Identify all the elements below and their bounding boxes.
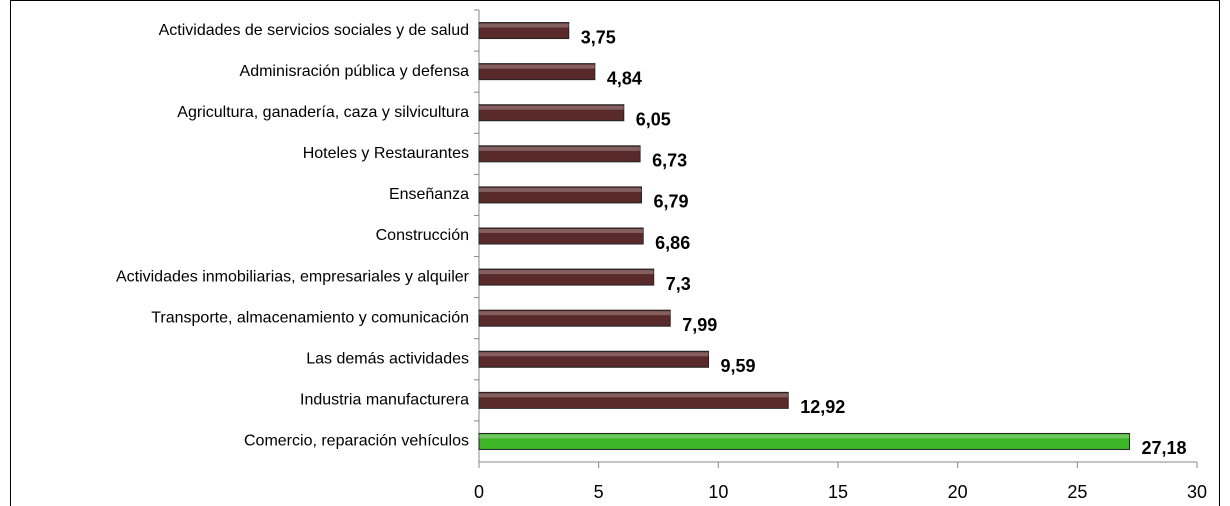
y-tick-label: Actividades de servicios sociales y de s… [159,22,469,39]
bar-highlight [479,229,644,233]
value-label: 4,84 [607,68,642,88]
value-label: 9,59 [721,356,756,376]
x-tick-label: 0 [474,482,484,502]
y-tick-label: Actividades inmobiliarias, empresariales… [116,268,470,285]
bar [478,104,625,122]
bar-highlight [479,146,641,151]
y-tick-label: Transporte, almacenamiento y comunicació… [151,309,469,326]
y-tick-label: Hoteles y Restaurantes [303,145,469,162]
bar-highlight [479,434,1130,439]
x-tick-label: 5 [594,482,604,502]
bar-highlight [479,270,654,275]
y-tick-label: Adminisración pública y defensa [240,63,470,80]
bar-highlight [479,352,709,357]
chart-frame [10,0,1220,506]
value-label: 6,86 [655,233,690,253]
value-label: 6,73 [652,151,687,171]
y-tick-label: Industria manufacturera [300,392,469,409]
x-tick-label: 10 [708,482,728,502]
bar [478,391,789,409]
value-label: 7,99 [682,315,717,335]
y-tick-label: Construcción [376,227,469,244]
value-label: 12,92 [800,397,845,417]
value-label: 6,05 [636,109,671,129]
value-label: 3,75 [581,27,616,47]
value-label: 6,79 [654,192,689,212]
bar-highlight [479,311,671,316]
bar-highlight [479,393,789,398]
bar-highlight [479,64,595,69]
y-tick-label: Las demás actividades [306,350,469,367]
x-tick-label: 30 [1187,482,1207,502]
x-tick-label: 25 [1067,482,1087,502]
bar [478,268,655,286]
bar [478,350,710,368]
x-tick-label: 20 [948,482,968,502]
x-tick-label: 15 [828,482,848,502]
value-label: 27,18 [1142,438,1187,458]
bar [478,227,644,245]
y-tick-label: Enseñanza [389,186,469,203]
bar [478,22,570,40]
bar [478,186,643,204]
bar [478,432,1131,450]
y-tick-label: Comercio, reparación vehículos [244,433,469,450]
bar-highlight [479,23,569,28]
value-label: 7,3 [666,274,691,294]
bar [478,309,671,327]
bar [478,63,596,81]
y-tick-label: Agricultura, ganadería, caza y silvicult… [177,104,469,121]
bar-highlight [479,187,642,192]
bar [478,145,641,163]
bar-highlight [479,105,624,110]
